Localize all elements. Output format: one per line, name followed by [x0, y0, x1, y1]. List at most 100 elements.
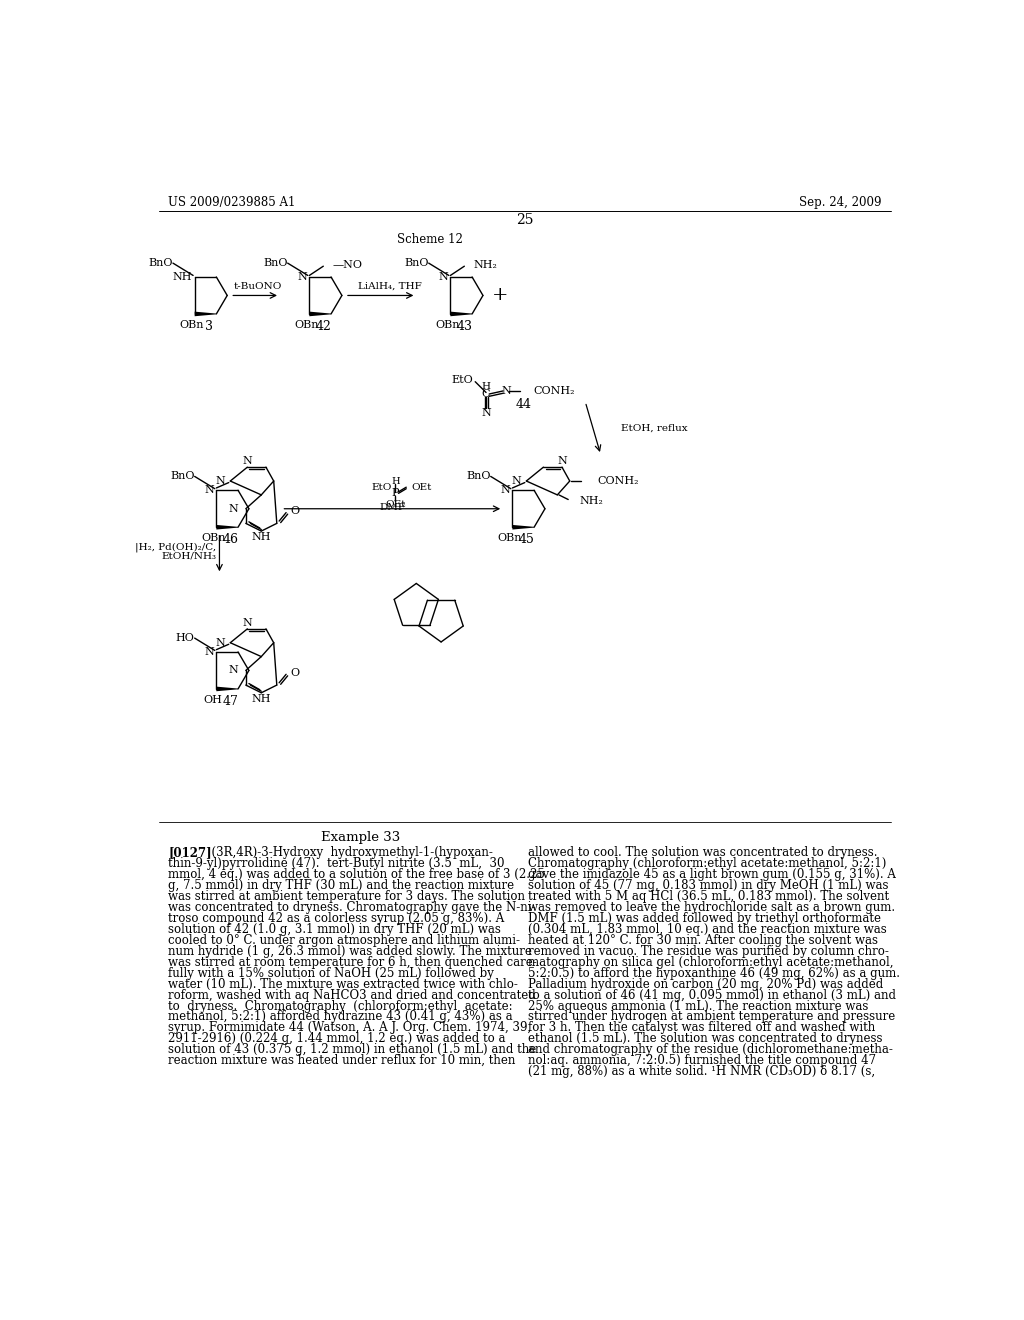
Text: N: N — [216, 638, 225, 648]
Text: N: N — [204, 486, 214, 495]
Text: US 2009/0239885 A1: US 2009/0239885 A1 — [168, 195, 296, 209]
Text: to a solution of 46 (41 mg, 0.095 mmol) in ethanol (3 mL) and: to a solution of 46 (41 mg, 0.095 mmol) … — [528, 989, 896, 1002]
Polygon shape — [216, 525, 238, 529]
Text: 45: 45 — [518, 533, 535, 546]
Text: was removed to leave the hydrochloride salt as a brown gum.: was removed to leave the hydrochloride s… — [528, 902, 895, 915]
Text: 5:2:0.5) to afford the hypoxanthine 46 (49 mg, 62%) as a gum.: 5:2:0.5) to afford the hypoxanthine 46 (… — [528, 966, 900, 979]
Text: for 3 h. Then the catalyst was filtered off and washed with: for 3 h. Then the catalyst was filtered … — [528, 1022, 876, 1035]
Text: N: N — [501, 486, 510, 495]
Text: BnO: BnO — [466, 471, 490, 482]
Text: OBn: OBn — [294, 319, 318, 330]
Text: fully with a 15% solution of NaOH (25 mL) followed by: fully with a 15% solution of NaOH (25 mL… — [168, 966, 495, 979]
Text: NH: NH — [172, 272, 191, 282]
Text: was stirred at room temperature for 6 h, then quenched care-: was stirred at room temperature for 6 h,… — [168, 956, 537, 969]
Text: ethanol (1.5 mL). The solution was concentrated to dryness: ethanol (1.5 mL). The solution was conce… — [528, 1032, 883, 1045]
Text: gave the imidazole 45 as a light brown gum (0.155 g, 31%). A: gave the imidazole 45 as a light brown g… — [528, 869, 896, 882]
Text: BnO: BnO — [148, 259, 173, 268]
Text: [0127]: [0127] — [168, 846, 212, 859]
Text: EtOH, reflux: EtOH, reflux — [621, 424, 687, 433]
Text: N: N — [243, 618, 252, 628]
Text: Sep. 24, 2009: Sep. 24, 2009 — [799, 195, 882, 209]
Text: 47: 47 — [222, 694, 239, 708]
Text: EtO: EtO — [452, 375, 474, 385]
Text: DMF (1.5 mL) was added followed by triethyl orthoformate: DMF (1.5 mL) was added followed by triet… — [528, 912, 881, 925]
Text: reaction mixture was heated under reflux for 10 min, then: reaction mixture was heated under reflux… — [168, 1055, 516, 1067]
Text: Palladium hydroxide on carbon (20 mg, 20% Pd) was added: Palladium hydroxide on carbon (20 mg, 20… — [528, 978, 883, 990]
Text: was concentrated to dryness. Chromatography gave the N-ni-: was concentrated to dryness. Chromatogra… — [168, 902, 536, 915]
Text: N: N — [228, 665, 238, 676]
Text: stirred under hydrogen at ambient temperature and pressure: stirred under hydrogen at ambient temper… — [528, 1010, 895, 1023]
Text: |H₂, Pd(OH)₂/C,: |H₂, Pd(OH)₂/C, — [135, 543, 216, 552]
Text: OBn: OBn — [497, 533, 521, 543]
Text: solution of 42 (1.0 g, 3.1 mmol) in dry THF (20 mL) was: solution of 42 (1.0 g, 3.1 mmol) in dry … — [168, 923, 501, 936]
Text: OBn: OBn — [201, 533, 225, 543]
Text: O: O — [291, 506, 300, 516]
Text: N: N — [297, 272, 307, 282]
Polygon shape — [309, 312, 331, 317]
Text: EtOH/NH₃: EtOH/NH₃ — [162, 552, 216, 561]
Text: matography on silica gel (chloroform:ethyl acetate:methanol,: matography on silica gel (chloroform:eth… — [528, 956, 893, 969]
Text: and chromatography of the residue (dichloromethane:metha-: and chromatography of the residue (dichl… — [528, 1043, 893, 1056]
Text: HO: HO — [176, 634, 195, 643]
Text: N: N — [502, 385, 511, 396]
Text: removed in vacuo. The residue was purified by column chro-: removed in vacuo. The residue was purifi… — [528, 945, 889, 958]
Text: N: N — [204, 647, 214, 657]
Text: NH: NH — [252, 532, 271, 543]
Text: NH: NH — [252, 694, 271, 704]
Text: t-BuONO: t-BuONO — [234, 282, 283, 292]
Text: 42: 42 — [315, 319, 331, 333]
Polygon shape — [195, 312, 216, 317]
Text: was stirred at ambient temperature for 3 days. The solution: was stirred at ambient temperature for 3… — [168, 890, 525, 903]
Text: roform, washed with aq NaHCO3 and dried and concentrated: roform, washed with aq NaHCO3 and dried … — [168, 989, 536, 1002]
Text: water (10 mL). The mixture was extracted twice with chlo-: water (10 mL). The mixture was extracted… — [168, 978, 518, 990]
Text: CONH₂: CONH₂ — [598, 477, 639, 486]
Text: C: C — [482, 389, 490, 399]
Text: mmol, 4 eq.) was added to a solution of the free base of 3 (2.25: mmol, 4 eq.) was added to a solution of … — [168, 869, 545, 882]
Text: Scheme 12: Scheme 12 — [397, 232, 463, 246]
Text: —NO: —NO — [333, 260, 362, 269]
Text: nol:aq. ammonia, 7:2:0.5) furnished the title compound 47: nol:aq. ammonia, 7:2:0.5) furnished the … — [528, 1055, 876, 1067]
Text: 46: 46 — [222, 533, 239, 546]
Text: N: N — [228, 504, 238, 513]
Text: BnO: BnO — [404, 259, 429, 268]
Text: troso compound 42 as a colorless syrup (2.05 g, 83%). A: troso compound 42 as a colorless syrup (… — [168, 912, 505, 925]
Text: 43: 43 — [457, 319, 472, 333]
Text: CONH₂: CONH₂ — [534, 385, 574, 396]
Text: Example 33: Example 33 — [321, 832, 400, 843]
Text: 25: 25 — [516, 213, 534, 227]
Text: treated with 5 M aq HCl (36.5 mL, 0.183 mmol). The solvent: treated with 5 M aq HCl (36.5 mL, 0.183 … — [528, 890, 889, 903]
Text: N: N — [243, 455, 252, 466]
Text: P: P — [391, 488, 399, 499]
Text: NH₂: NH₂ — [579, 496, 603, 506]
Text: +: + — [492, 286, 508, 305]
Text: N: N — [481, 408, 490, 417]
Text: allowed to cool. The solution was concentrated to dryness.: allowed to cool. The solution was concen… — [528, 846, 878, 859]
Text: N: N — [216, 477, 225, 486]
Polygon shape — [451, 312, 472, 317]
Text: DMF: DMF — [379, 503, 406, 512]
Text: Chromatography (chloroform:ethyl acetate:methanol, 5:2:1): Chromatography (chloroform:ethyl acetate… — [528, 858, 887, 870]
Text: OEt: OEt — [411, 483, 431, 491]
Text: EtO: EtO — [372, 483, 392, 491]
Text: solution of 43 (0.375 g, 1.2 mmol) in ethanol (1.5 mL) and the: solution of 43 (0.375 g, 1.2 mmol) in et… — [168, 1043, 537, 1056]
Text: (3R,4R)-3-Hydroxy  hydroxymethyl-1-(hypoxan-: (3R,4R)-3-Hydroxy hydroxymethyl-1-(hypox… — [204, 846, 493, 859]
Text: O: O — [291, 668, 300, 677]
Text: (0.304 mL, 1.83 mmol, 10 eq.) and the reaction mixture was: (0.304 mL, 1.83 mmol, 10 eq.) and the re… — [528, 923, 887, 936]
Text: 3: 3 — [205, 319, 213, 333]
Polygon shape — [512, 525, 535, 529]
Text: 25% aqueous ammonia (1 mL). The reaction mixture was: 25% aqueous ammonia (1 mL). The reaction… — [528, 999, 868, 1012]
Text: solution of 45 (77 mg, 0.183 mmol) in dry MeOH (1 mL) was: solution of 45 (77 mg, 0.183 mmol) in dr… — [528, 879, 889, 892]
Text: BnO: BnO — [170, 471, 195, 482]
Text: methanol, 5:2:1) afforded hydrazine 43 (0.41 g, 43%) as a: methanol, 5:2:1) afforded hydrazine 43 (… — [168, 1010, 513, 1023]
Text: 44: 44 — [515, 399, 531, 412]
Text: 2911-2916) (0.224 g, 1.44 mmol, 1.2 eq.) was added to a: 2911-2916) (0.224 g, 1.44 mmol, 1.2 eq.)… — [168, 1032, 506, 1045]
Text: LiAlH₄, THF: LiAlH₄, THF — [358, 281, 422, 290]
Text: OBn: OBn — [435, 319, 460, 330]
Text: cooled to 0° C. under argon atmosphere and lithium alumi-: cooled to 0° C. under argon atmosphere a… — [168, 935, 520, 946]
Text: H: H — [391, 477, 399, 486]
Text: num hydride (1 g, 26.3 mmol) was added slowly. The mixture: num hydride (1 g, 26.3 mmol) was added s… — [168, 945, 532, 958]
Text: H: H — [481, 381, 490, 391]
Text: N: N — [512, 477, 521, 486]
Text: (21 mg, 88%) as a white solid. ¹H NMR (CD₃OD) δ 8.17 (s,: (21 mg, 88%) as a white solid. ¹H NMR (C… — [528, 1065, 876, 1078]
Text: syrup. Formimidate 44 (Watson, A. A J. Org. Chem. 1974, 39,: syrup. Formimidate 44 (Watson, A. A J. O… — [168, 1022, 531, 1035]
